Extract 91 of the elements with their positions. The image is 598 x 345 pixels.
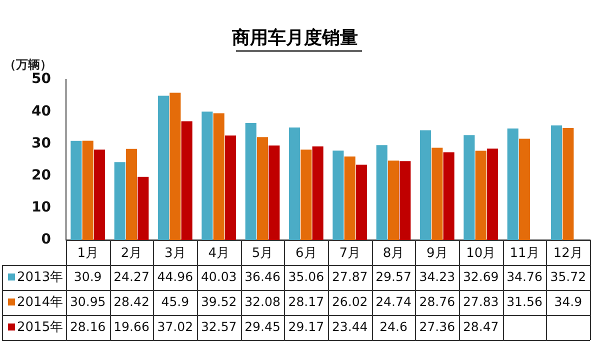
data-label: 27.36	[419, 318, 456, 334]
bar	[507, 128, 518, 240]
data-label: 37.02	[157, 318, 194, 334]
data-label: 32.57	[200, 318, 237, 334]
data-label: 28.42	[114, 294, 150, 309]
y-tick-label: 40	[32, 103, 52, 120]
chart-title: 商用车月度销量	[231, 27, 358, 48]
bar	[518, 138, 530, 240]
data-label: 34.9	[554, 294, 582, 309]
x-tick-label: 2月	[120, 246, 142, 262]
bar	[126, 148, 138, 240]
x-tick-label: 12月	[553, 246, 583, 262]
y-tick-label: 50	[32, 71, 52, 88]
bar	[562, 128, 574, 240]
data-label: 39.52	[200, 294, 237, 309]
legend-label: 2013年	[17, 270, 64, 285]
data-label: 32.08	[244, 294, 280, 309]
x-tick-label: 11月	[510, 246, 540, 262]
bar	[464, 135, 475, 240]
data-label: 36.46	[244, 268, 280, 284]
bar	[170, 92, 181, 240]
bar	[400, 161, 411, 240]
data-label: 34.76	[506, 268, 542, 284]
bar	[332, 150, 344, 240]
data-label: 28.47	[462, 318, 499, 334]
bar	[420, 130, 432, 240]
y-tick-label: 10	[32, 200, 52, 216]
data-label: 35.06	[288, 268, 324, 284]
bar	[550, 125, 562, 240]
data-label: 34.23	[419, 268, 456, 284]
legend-label: 2015年	[17, 320, 64, 335]
bar	[224, 136, 236, 240]
data-label: 45.9	[161, 294, 190, 309]
x-tick-label: 7月	[339, 246, 360, 262]
y-axis-title: （万辆）	[4, 58, 52, 72]
x-tick-label: 1月	[77, 246, 98, 262]
bar	[443, 152, 454, 240]
data-label: 29.17	[288, 318, 324, 334]
bar	[432, 148, 443, 240]
data-label: 19.66	[114, 318, 150, 334]
x-tick-label: 4月	[208, 246, 230, 262]
bar	[376, 145, 388, 240]
bar	[114, 162, 126, 240]
x-tick-label: 8月	[382, 246, 404, 262]
legend-label: 2014年	[17, 294, 64, 310]
y-tick-label: 30	[32, 135, 52, 152]
data-label: 29.57	[376, 268, 412, 284]
data-label: 24.74	[376, 294, 412, 309]
data-label: 31.56	[506, 294, 542, 309]
bar	[82, 140, 94, 240]
x-tick-label: 9月	[426, 246, 448, 262]
bar	[181, 121, 192, 240]
x-tick-label: 10月	[466, 246, 496, 262]
bar	[202, 112, 213, 240]
bar	[94, 150, 106, 240]
bar	[388, 160, 400, 240]
bar	[312, 146, 324, 240]
data-label: 23.44	[332, 318, 368, 334]
y-tick-label: 0	[41, 232, 52, 248]
data-label: 44.96	[157, 268, 194, 284]
bar	[344, 156, 356, 240]
bar	[158, 96, 170, 240]
y-tick-label: 20	[32, 167, 52, 184]
bar	[138, 176, 149, 240]
data-label: 32.69	[462, 268, 499, 284]
x-tick-label: 6月	[296, 246, 317, 262]
bar	[300, 150, 312, 240]
data-label: 24.6	[380, 318, 408, 334]
data-label: 28.16	[70, 318, 106, 334]
data-label: 30.9	[74, 268, 102, 284]
data-label: 26.02	[332, 294, 368, 309]
bar	[70, 140, 82, 240]
data-label: 40.03	[200, 268, 237, 284]
bar	[486, 148, 498, 240]
bar	[245, 123, 256, 240]
data-label: 27.83	[462, 294, 499, 309]
data-label: 24.27	[114, 268, 150, 284]
bar	[288, 128, 300, 240]
data-label: 27.87	[332, 268, 368, 284]
data-label: 30.95	[70, 294, 106, 309]
data-label: 28.17	[288, 294, 324, 309]
bar	[268, 146, 280, 240]
bar	[475, 150, 486, 240]
data-label: 28.76	[419, 294, 456, 309]
bar	[356, 164, 368, 240]
bar	[256, 137, 268, 240]
x-tick-label: 5月	[252, 246, 274, 262]
x-tick-label: 3月	[164, 246, 186, 262]
bar	[213, 113, 224, 240]
data-label: 35.72	[550, 268, 586, 284]
data-label: 29.45	[244, 318, 280, 334]
